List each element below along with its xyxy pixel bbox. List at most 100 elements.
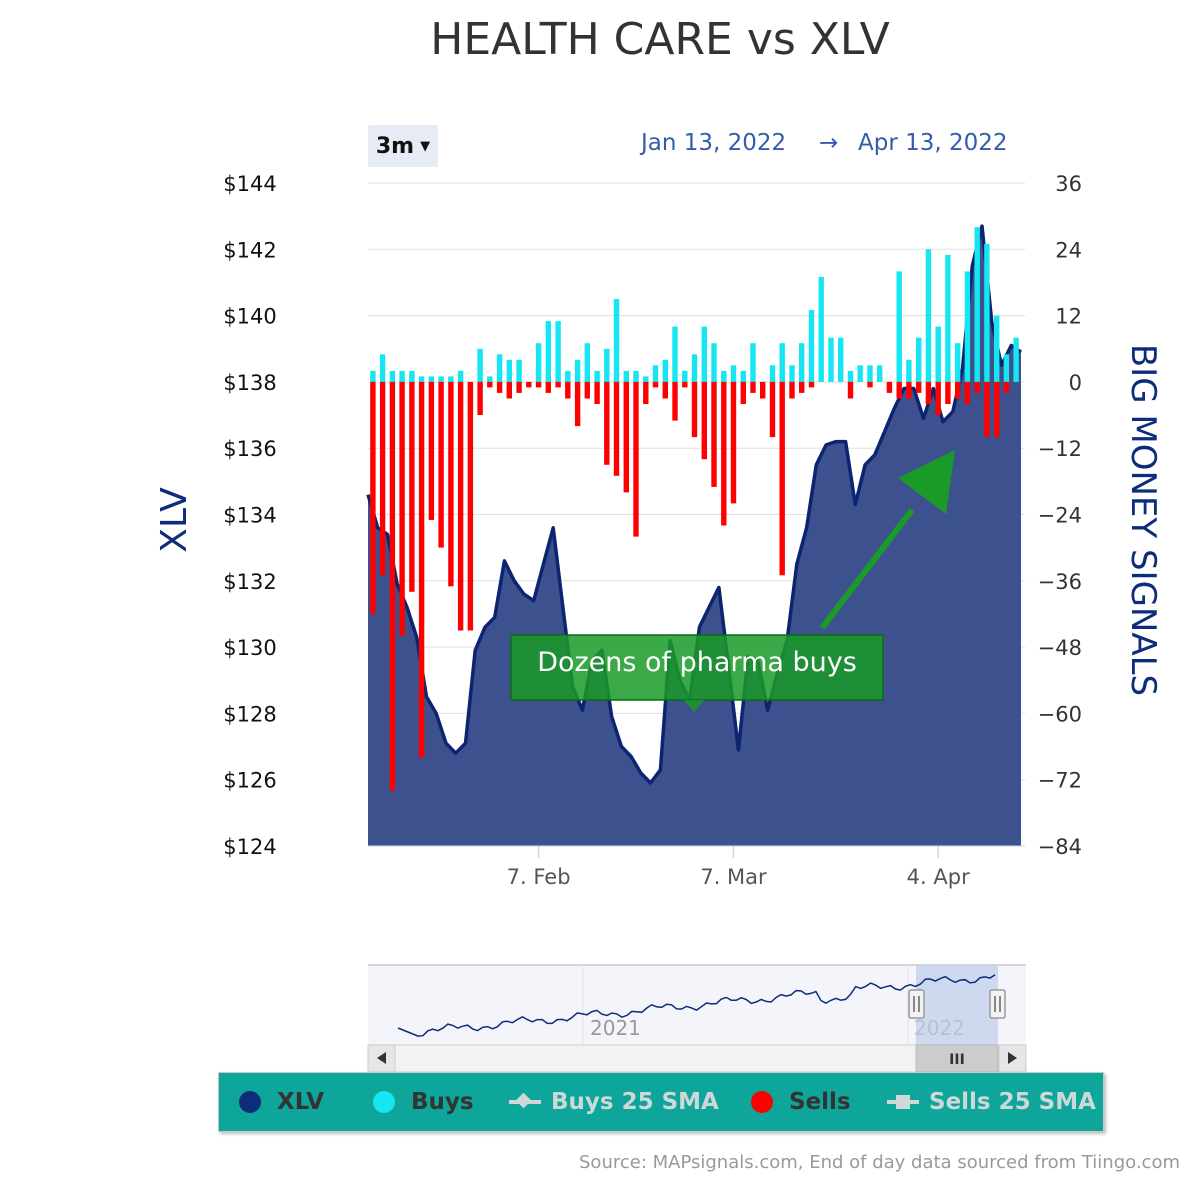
buy-bar	[808, 310, 815, 382]
sell-bar	[370, 381, 376, 614]
sell-bar	[604, 381, 610, 465]
buy-bar	[799, 343, 805, 382]
sell-bar	[1003, 381, 1010, 393]
navigator-label-2021: 2021	[590, 1016, 641, 1040]
sell-bar	[799, 381, 805, 393]
circle-icon	[373, 1091, 395, 1113]
buy-bar	[1013, 337, 1019, 382]
sell-bar	[672, 381, 678, 421]
sell-bar	[984, 381, 990, 438]
left-axis-ticks: $144 $142 $140 $138 $136 $134 $132 $130 $128 $126…	[223, 172, 276, 859]
buy-bar	[789, 365, 795, 382]
sell-bar	[945, 381, 951, 404]
buy-bar	[730, 365, 737, 382]
sell-bar	[721, 381, 727, 526]
buy-bar	[974, 227, 980, 382]
buy-bar	[594, 370, 600, 382]
buy-bar	[750, 343, 756, 382]
sell-bar	[701, 381, 707, 460]
buy-bar	[457, 370, 464, 382]
sell-bar	[565, 381, 571, 399]
buy-bar	[555, 321, 561, 382]
left-tick-label: $130	[223, 636, 276, 660]
left-tick-label: $128	[223, 702, 276, 726]
right-tick-label: 24	[1055, 238, 1082, 262]
sell-bar	[584, 381, 590, 399]
left-tick-label: $124	[223, 835, 276, 859]
range-selector-label: 3m	[375, 133, 415, 159]
sell-bar	[906, 381, 912, 399]
legend-item-sells[interactable]: Sells	[751, 1073, 851, 1131]
sell-bar	[526, 381, 532, 388]
buy-bar	[604, 348, 610, 382]
x-axis-ticks: 7. Feb 7. Mar 4. Apr	[507, 846, 970, 889]
xlv-area-series	[366, 224, 1022, 847]
chevron-right-icon	[1008, 1052, 1017, 1064]
scrollbar-thumb[interactable]	[915, 1044, 999, 1073]
scrollbar-right-button[interactable]	[998, 1044, 1027, 1073]
buy-bar	[867, 365, 873, 382]
buy-bar	[935, 326, 941, 382]
annotation-callout[interactable]: Dozens of pharma buys	[510, 634, 884, 712]
sell-bar	[974, 381, 980, 393]
circle-icon	[239, 1091, 261, 1113]
x-tick-label: 7. Feb	[507, 865, 571, 889]
x-tick-label: 7. Mar	[700, 865, 767, 889]
annotation-arrow	[819, 450, 955, 630]
navigator[interactable]: 2021 2022	[368, 964, 1026, 1045]
buy-bar	[955, 343, 961, 382]
right-tick-label: −12	[1038, 437, 1082, 461]
left-tick-label: $142	[223, 238, 276, 262]
sell-bar	[711, 381, 717, 487]
buy-bar	[418, 376, 425, 382]
buy-bar	[847, 370, 854, 382]
sell-bar	[409, 381, 415, 592]
navigator-handle-right[interactable]	[989, 989, 1006, 1019]
legend-label: Buys	[411, 1089, 474, 1115]
range-selector-button[interactable]: 3m ▼	[368, 125, 438, 167]
sell-bar	[652, 381, 659, 388]
buy-bar	[662, 359, 668, 382]
circle-icon	[751, 1091, 773, 1113]
sell-bar	[789, 381, 795, 399]
buy-bar	[964, 271, 971, 382]
legend-item-sells-sma[interactable]: Sells 25 SMA	[887, 1073, 1096, 1131]
legend: XLV Buys Buys 25 SMA Sells Sells 25 SMA	[218, 1072, 1104, 1132]
legend-item-buys-sma[interactable]: Buys 25 SMA	[509, 1073, 719, 1131]
buy-bar	[409, 370, 415, 382]
scrollbar[interactable]: III	[367, 1044, 1027, 1073]
sell-bar	[760, 381, 766, 399]
sell-bar	[438, 381, 444, 548]
date-to[interactable]: Apr 13, 2022	[858, 130, 1008, 156]
buy-bar	[438, 376, 444, 382]
date-from[interactable]: Jan 13, 2022	[641, 130, 787, 156]
buy-bar	[721, 370, 727, 382]
buy-bar	[857, 365, 863, 382]
sell-bar	[418, 381, 425, 758]
sell-bar	[847, 381, 854, 399]
buy-bar	[682, 370, 688, 382]
sell-bar	[379, 381, 386, 576]
buy-bar	[448, 376, 454, 382]
sell-bar	[428, 381, 435, 520]
buy-bar	[565, 370, 571, 382]
buy-bar	[691, 354, 698, 382]
line-diamond-icon	[509, 1091, 541, 1113]
sell-bar	[935, 381, 941, 415]
buy-bar	[828, 337, 834, 382]
right-tick-label: −24	[1038, 504, 1082, 528]
right-axis-ticks: 36 24 12 0 −12 −24 −36 −48 −60 −72 −84	[1038, 172, 1082, 859]
legend-item-xlv[interactable]: XLV	[239, 1073, 324, 1131]
sell-bar	[662, 381, 668, 399]
navigator-handle-left[interactable]	[908, 989, 925, 1019]
buy-bar	[535, 343, 542, 382]
buy-bar	[428, 376, 435, 382]
chevron-down-icon: ▼	[420, 138, 431, 154]
sell-bar	[896, 381, 902, 399]
buy-bar	[779, 343, 785, 382]
legend-item-buys[interactable]: Buys	[373, 1073, 474, 1131]
buy-bar	[994, 315, 1000, 382]
buy-bar	[389, 370, 396, 382]
sell-bar	[535, 381, 542, 388]
line-square-icon	[887, 1091, 919, 1113]
